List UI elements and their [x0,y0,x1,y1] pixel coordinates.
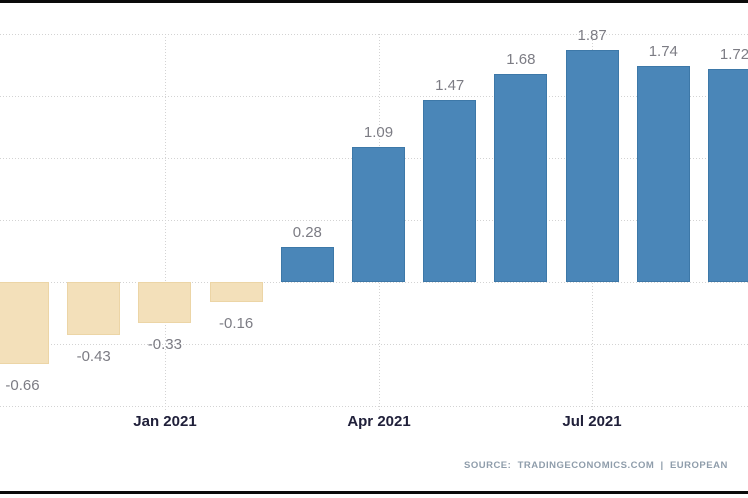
gridline-horizontal [0,34,748,35]
bar-value-label: 1.68 [506,51,536,68]
bar[interactable] [138,282,192,323]
top-frame-line [0,0,748,3]
bar-value-label: 1.09 [363,124,394,141]
x-axis-tick-label: Jul 2021 [562,413,622,430]
bar-value-label: 1.74 [648,43,678,60]
bar-value-label: -0.66 [5,377,40,394]
bottom-frame-line [0,491,748,494]
bar[interactable] [352,147,405,282]
bar-value-label: 1.72 [719,46,748,63]
source-attribution: SOURCE: TRADINGECONOMICS.COM | EUROPEAN [464,460,728,471]
x-axis-tick-label: Apr 2021 [347,413,411,430]
gridline-horizontal [0,96,748,97]
bar-value-label: 0.28 [292,224,322,241]
gridline-horizontal [0,406,748,407]
x-axis-tick-label: Jan 2021 [133,413,197,430]
bar-value-label: 1.87 [577,27,607,44]
bar[interactable] [67,282,121,335]
gridline-vertical [165,34,166,411]
bar[interactable] [0,282,49,364]
bar[interactable] [423,100,477,282]
bar[interactable] [565,50,619,282]
bar[interactable] [494,74,548,282]
bar[interactable] [636,66,690,282]
bar[interactable] [280,247,334,282]
bar-value-label: 1.47 [435,77,465,94]
bar-value-label: -0.43 [76,348,111,365]
bar[interactable] [708,69,748,282]
bar-value-label: -0.33 [147,336,182,353]
gridline-horizontal [0,344,748,345]
bar[interactable] [209,282,263,302]
zero-gridline [0,282,748,283]
bar-value-label: -0.16 [218,315,254,332]
